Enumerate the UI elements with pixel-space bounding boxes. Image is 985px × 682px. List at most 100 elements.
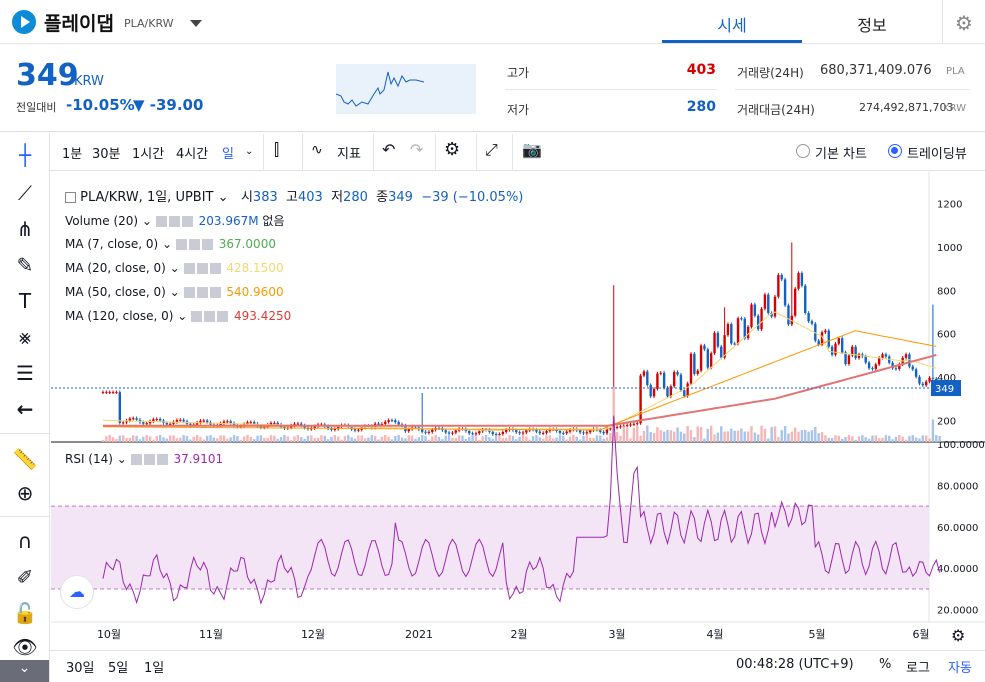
candle-body — [925, 381, 928, 386]
volume-bar — [874, 435, 877, 442]
volume-bar — [925, 435, 928, 442]
volume-bar — [121, 435, 125, 442]
volume-bar — [185, 435, 189, 442]
tab-info[interactable]: 정보 — [857, 16, 887, 35]
coin-pair[interactable]: PLA/KRW — [124, 17, 174, 30]
crosshair-icon[interactable]: ┼ — [18, 143, 32, 167]
legend-ma7: MA (7, close, 0) ⌄ 367.0000 — [65, 237, 276, 251]
volume-bar — [175, 438, 179, 442]
chevron-down-icon[interactable]: ⌄ — [245, 146, 254, 157]
collapse-toolbar-button[interactable]: ⌄ — [0, 660, 49, 682]
coin-name[interactable]: 플레이댑 — [44, 13, 114, 35]
range-30d[interactable]: 30일 — [66, 661, 95, 676]
price-chart[interactable]: 1200 1000 800 600 400 200 100.0000 80.0000 60.00… — [51, 172, 985, 650]
interval-1m[interactable]: 1분 — [62, 147, 83, 162]
fullscreen-icon[interactable]: ⤢ — [485, 140, 498, 159]
candle-body — [679, 374, 683, 391]
collapse-legend-icon[interactable] — [65, 192, 76, 203]
divider — [476, 134, 477, 170]
volume-bar — [256, 435, 259, 442]
pattern-icon[interactable]: ⨳ — [18, 325, 32, 349]
volume-bar — [706, 428, 709, 442]
arrow-left-icon[interactable]: ← — [16, 397, 34, 421]
tradingview-radio[interactable] — [888, 144, 902, 158]
lock-icon[interactable]: 🔓 — [12, 601, 38, 625]
price-tag: 349 — [935, 384, 954, 395]
ma7-value: 367.0000 — [218, 237, 276, 251]
ruler-icon[interactable]: 📏 — [12, 447, 38, 471]
candle-body — [175, 420, 179, 422]
legend-rsi: RSI (14) ⌄ 37.9101 — [65, 452, 224, 466]
trade-amount-value: 274,492,871,703 — [859, 101, 954, 114]
camera-icon[interactable]: 📷 — [522, 140, 542, 159]
time-axis-label: 3월 — [608, 628, 625, 641]
brush-icon[interactable]: ✎ — [16, 253, 34, 277]
tab-quote[interactable]: 시세 — [717, 16, 747, 35]
volume-bar — [384, 435, 387, 442]
undo-icon[interactable]: ↶ — [382, 140, 396, 159]
zoom-in-icon[interactable]: ⊕ — [16, 481, 34, 505]
volume-bar — [790, 431, 793, 442]
volume-bar — [468, 437, 471, 442]
interval-30m[interactable]: 30분 — [92, 147, 121, 162]
range-5d[interactable]: 5일 — [108, 661, 129, 676]
ma50-line — [102, 330, 937, 431]
volume-bar — [182, 435, 185, 442]
fib-retracement-icon[interactable]: ☰ — [16, 361, 34, 385]
candle-type-icon[interactable]: ⫿ — [274, 140, 280, 159]
auto-toggle[interactable]: 자동 — [948, 661, 972, 676]
text-tool-icon[interactable]: T — [18, 289, 32, 313]
legend-low: 280 — [343, 190, 368, 205]
redo-icon[interactable]: ↷ — [410, 140, 424, 159]
basic-chart-radio[interactable] — [796, 144, 810, 158]
interval-1d[interactable]: 일 — [222, 147, 234, 162]
interval-1h[interactable]: 1시간 — [132, 147, 165, 162]
volume-bar — [515, 439, 518, 442]
candle-body — [931, 377, 935, 379]
basic-chart-label[interactable]: 기본 차트 — [815, 147, 867, 162]
volume-label: 거래량(24H) — [737, 66, 804, 80]
candle-body — [377, 423, 380, 425]
candle-body — [864, 356, 867, 363]
eye-icon[interactable]: 👁 — [12, 635, 38, 659]
range-1d[interactable]: 1일 — [144, 661, 165, 676]
lock-drawing-icon[interactable]: ✐ — [16, 565, 34, 589]
pitchfork-icon[interactable]: ⋔ — [16, 217, 34, 241]
chevron-down-icon[interactable]: ⌄ — [217, 190, 229, 205]
chart-settings-icon[interactable]: ⚙ — [444, 139, 461, 160]
volume-bar — [696, 426, 699, 442]
volume-bar — [659, 430, 662, 442]
divider — [942, 0, 943, 44]
volume-bar — [135, 435, 138, 442]
candle-body — [253, 422, 256, 424]
candle-body — [652, 388, 656, 397]
legend-low-label: 저 — [331, 190, 344, 205]
volume-bar — [253, 439, 256, 442]
volume-bar — [548, 435, 552, 442]
tradingview-label[interactable]: 트레이딩뷰 — [907, 147, 967, 162]
interval-4h[interactable]: 4시간 — [176, 147, 209, 162]
candle-body — [518, 432, 521, 434]
percent-toggle[interactable]: % — [879, 657, 892, 672]
candle-body — [333, 429, 337, 431]
candle-body — [296, 423, 300, 425]
volume-bar — [505, 437, 508, 442]
indicators-icon[interactable]: ∿ — [311, 142, 323, 158]
volume-bar — [861, 435, 864, 442]
legend-ma50: MA (50, close, 0) ⌄ 540.9600 — [65, 285, 284, 299]
volume-bar — [508, 435, 511, 442]
clock[interactable]: 00:48:28 (UTC+9) — [736, 657, 854, 672]
log-toggle[interactable]: 로그 — [906, 661, 930, 676]
candle-body — [219, 423, 222, 426]
axis-settings-icon[interactable]: ⚙ — [951, 626, 966, 645]
trend-line-icon[interactable]: ⟋ — [18, 181, 32, 205]
magnet-icon[interactable]: ∩ — [17, 529, 33, 553]
cloud-icon[interactable]: ☁ — [60, 575, 94, 609]
indicators-button[interactable]: 지표 — [337, 147, 361, 162]
volume-bar — [615, 431, 619, 442]
rsi-band — [51, 506, 929, 589]
candle-body — [205, 420, 209, 423]
gear-icon[interactable]: ⚙ — [955, 11, 973, 35]
volume-bar — [300, 437, 303, 442]
chevron-down-icon[interactable] — [190, 20, 202, 27]
